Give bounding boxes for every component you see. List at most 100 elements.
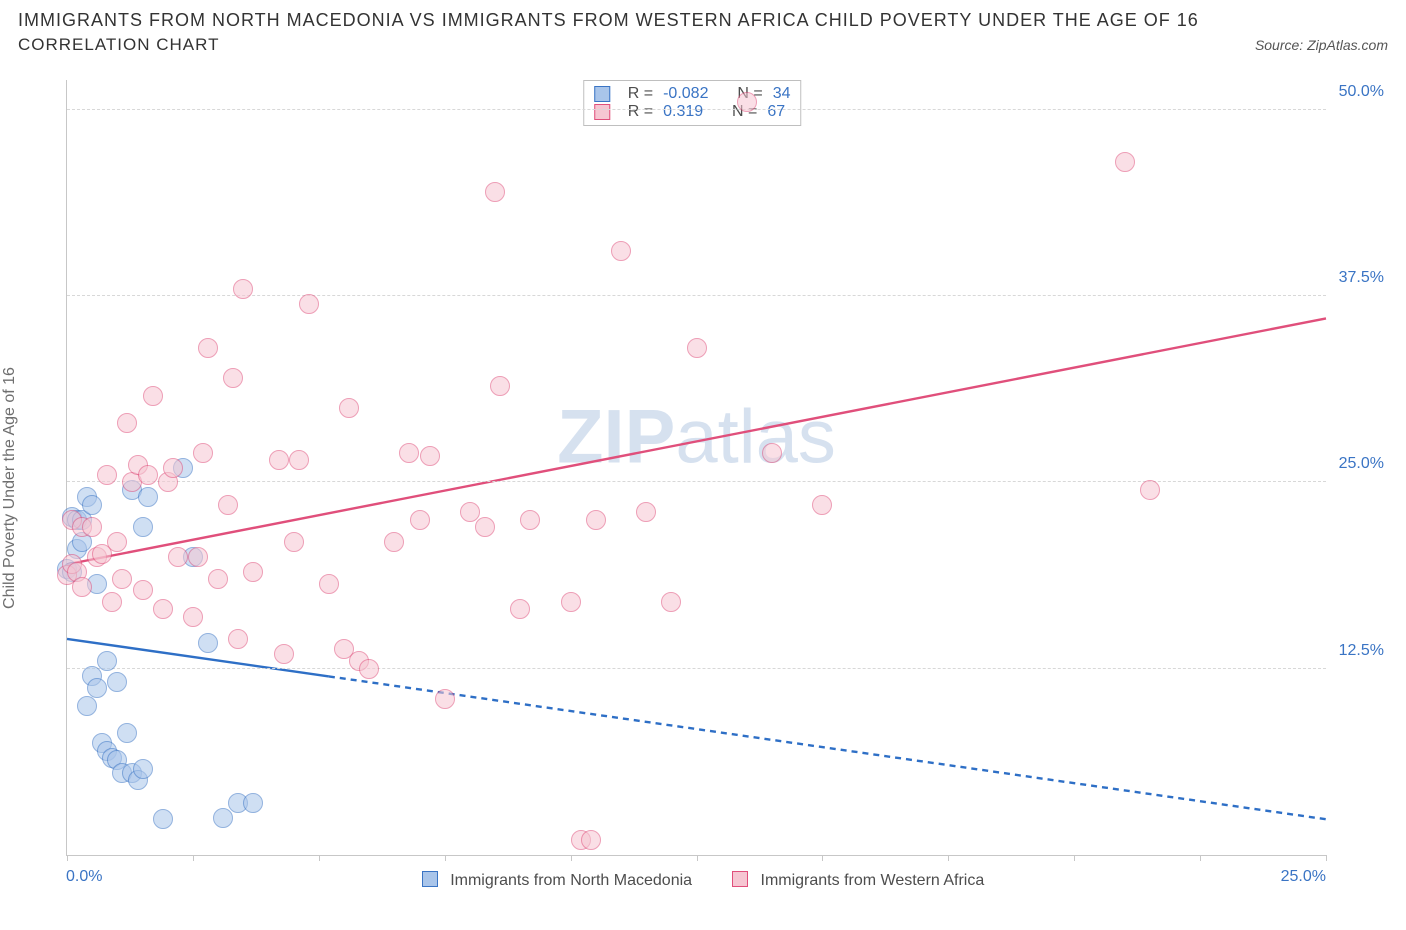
series-a-point bbox=[213, 808, 233, 828]
series-b-point bbox=[289, 450, 309, 470]
stats-r-label: R = bbox=[628, 85, 653, 103]
stats-r-label: R = bbox=[628, 103, 653, 121]
series-a-point bbox=[198, 633, 218, 653]
series-a-point bbox=[82, 495, 102, 515]
series-b-point bbox=[339, 398, 359, 418]
x-tick bbox=[193, 855, 194, 861]
series-b-point bbox=[243, 562, 263, 582]
series-b-point bbox=[586, 510, 606, 530]
series-b-point bbox=[611, 241, 631, 261]
series-b-point bbox=[485, 182, 505, 202]
x-tick bbox=[1074, 855, 1075, 861]
series-b-point bbox=[112, 569, 132, 589]
series-b-point bbox=[133, 580, 153, 600]
series-b-point bbox=[636, 502, 656, 522]
y-tick-label: 37.5% bbox=[1339, 269, 1384, 287]
plot-area: ZIPatlas R = -0.082 N = 34 R = 0.319 N =… bbox=[66, 80, 1326, 856]
series-b-point bbox=[687, 338, 707, 358]
series-a-point bbox=[133, 517, 153, 537]
x-tick bbox=[822, 855, 823, 861]
series-b-point bbox=[153, 599, 173, 619]
series-b-point bbox=[520, 510, 540, 530]
series-b-point bbox=[107, 532, 127, 552]
series-b-point bbox=[762, 443, 782, 463]
series-b-point bbox=[319, 574, 339, 594]
series-b-point bbox=[284, 532, 304, 552]
series-a-point bbox=[87, 678, 107, 698]
series-b-point bbox=[1115, 152, 1135, 172]
series-a-point bbox=[97, 651, 117, 671]
series-b-point bbox=[812, 495, 832, 515]
legend-label-a: Immigrants from North Macedonia bbox=[450, 872, 692, 889]
series-b-point bbox=[233, 279, 253, 299]
series-b-point bbox=[737, 92, 757, 112]
trend-lines-layer bbox=[67, 80, 1326, 855]
series-b-point bbox=[228, 629, 248, 649]
series-a-point bbox=[138, 487, 158, 507]
trend-line bbox=[329, 676, 1326, 819]
series-b-point bbox=[143, 386, 163, 406]
series-b-point bbox=[218, 495, 238, 515]
stats-r-a: -0.082 bbox=[663, 85, 708, 103]
x-tick bbox=[67, 855, 68, 861]
stats-legend-box: R = -0.082 N = 34 R = 0.319 N = 67 bbox=[583, 80, 802, 126]
chart-subtitle: CORRELATION CHART bbox=[18, 35, 220, 55]
series-b-point bbox=[1140, 480, 1160, 500]
swatch-series-b bbox=[594, 104, 610, 120]
series-b-point bbox=[581, 830, 601, 850]
series-b-point bbox=[420, 446, 440, 466]
series-b-point bbox=[97, 465, 117, 485]
series-a-point bbox=[153, 809, 173, 829]
series-b-point bbox=[359, 659, 379, 679]
x-tick bbox=[445, 855, 446, 861]
y-tick-label: 25.0% bbox=[1339, 455, 1384, 473]
chart-container: Child Poverty Under the Age of 16 ZIPatl… bbox=[18, 80, 1388, 896]
legend-item-b: Immigrants from Western Africa bbox=[732, 871, 984, 890]
x-tick bbox=[948, 855, 949, 861]
series-a-point bbox=[77, 696, 97, 716]
swatch-series-a bbox=[422, 871, 438, 887]
gridline bbox=[67, 668, 1326, 669]
source-attribution: Source: ZipAtlas.com bbox=[1255, 37, 1388, 53]
subtitle-row: CORRELATION CHART Source: ZipAtlas.com bbox=[0, 35, 1406, 61]
source-name: ZipAtlas.com bbox=[1307, 37, 1388, 53]
legend-label-b: Immigrants from Western Africa bbox=[761, 872, 985, 889]
gridline bbox=[67, 109, 1326, 110]
chart-title: IMMIGRANTS FROM NORTH MACEDONIA VS IMMIG… bbox=[0, 0, 1406, 35]
series-b-point bbox=[274, 644, 294, 664]
series-b-point bbox=[168, 547, 188, 567]
legend-item-a: Immigrants from North Macedonia bbox=[422, 871, 692, 890]
x-tick bbox=[571, 855, 572, 861]
series-b-point bbox=[510, 599, 530, 619]
series-b-point bbox=[117, 413, 137, 433]
series-b-point bbox=[138, 465, 158, 485]
series-b-point bbox=[299, 294, 319, 314]
series-b-point bbox=[384, 532, 404, 552]
x-tick bbox=[1326, 855, 1327, 861]
stats-row-a: R = -0.082 N = 34 bbox=[594, 85, 791, 103]
series-a-point bbox=[133, 759, 153, 779]
series-a-point bbox=[117, 723, 137, 743]
stats-r-b: 0.319 bbox=[663, 103, 703, 121]
series-a-point bbox=[107, 672, 127, 692]
series-b-point bbox=[269, 450, 289, 470]
series-b-point bbox=[661, 592, 681, 612]
swatch-series-a bbox=[594, 86, 610, 102]
series-b-point bbox=[102, 592, 122, 612]
series-b-point bbox=[188, 547, 208, 567]
y-tick-label: 50.0% bbox=[1339, 83, 1384, 101]
swatch-series-b bbox=[732, 871, 748, 887]
stats-n-a: 34 bbox=[773, 85, 791, 103]
gridline bbox=[67, 295, 1326, 296]
series-b-point bbox=[163, 458, 183, 478]
x-tick bbox=[697, 855, 698, 861]
stats-row-b: R = 0.319 N = 67 bbox=[594, 103, 791, 121]
series-b-point bbox=[82, 517, 102, 537]
series-b-point bbox=[561, 592, 581, 612]
series-b-point bbox=[193, 443, 213, 463]
series-b-point bbox=[490, 376, 510, 396]
series-b-point bbox=[183, 607, 203, 627]
series-b-point bbox=[475, 517, 495, 537]
series-b-point bbox=[72, 577, 92, 597]
series-b-point bbox=[198, 338, 218, 358]
